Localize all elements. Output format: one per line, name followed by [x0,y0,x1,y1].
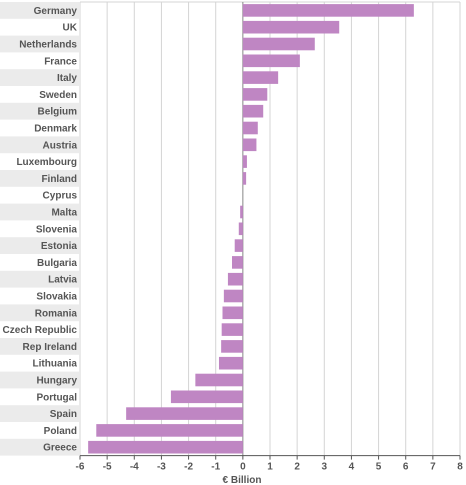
bar [238,222,243,236]
bar [170,390,243,404]
category-label: Lithuania [33,359,78,370]
x-tick-label: 5 [376,462,382,473]
category-label: Belgium [38,107,78,118]
category-label: France [44,56,77,67]
x-tick-label: 4 [349,462,355,473]
bar [232,256,243,269]
category-label: Austria [43,140,78,151]
bars [88,4,414,454]
x-tick-label: -4 [130,462,139,473]
label-band [0,237,79,254]
bar [234,239,243,252]
bar [242,54,300,68]
x-tick-label: 1 [267,462,273,473]
x-tick-label: 3 [322,462,328,473]
bar [242,121,258,135]
label-band [0,405,79,422]
category-label: Czech Republic [3,325,78,336]
category-label: Latvia [48,275,77,286]
category-label: Sweden [39,90,77,101]
category-label: Cyprus [43,191,78,202]
label-band [0,170,79,187]
category-label: Luxembourg [16,157,77,168]
x-tick-label: 2 [294,462,300,473]
label-bands [0,2,79,456]
x-tick-label: -1 [211,462,220,473]
category-label: Poland [44,426,77,437]
bar [242,88,268,101]
category-label: Denmark [34,124,77,135]
label-band [0,270,79,288]
bar [242,138,257,152]
x-axis: -6 -5 -4 -3 -2 -1 0 1 2 3 4 5 6 7 8 [76,455,463,473]
x-tick-label: 6 [403,462,409,473]
bar [221,323,243,336]
bar [96,424,243,437]
label-band [0,2,79,19]
bar [242,71,279,84]
category-label: Italy [57,73,77,84]
gridlines [79,1,461,456]
x-tick-label: -5 [103,462,112,473]
category-label: Romania [35,308,78,319]
bar [227,272,243,286]
bar [126,407,243,420]
category-label: Bulgaria [37,258,77,269]
bar [218,356,243,370]
category-label: Germany [34,6,78,17]
category-label: Greece [43,443,77,454]
label-band [0,69,79,86]
bar [223,289,243,303]
bar [88,440,243,454]
category-label: Estonia [41,241,78,252]
category-label: Slovenia [36,224,78,235]
category-labels: Germany UK Netherlands France Italy Sweden Bel… [3,6,78,454]
bar [242,155,247,168]
label-band [0,136,79,154]
bar [242,37,315,51]
x-tick-label: -6 [76,462,85,473]
bar [242,4,414,17]
label-band [0,371,79,389]
bar [242,20,340,34]
label-band [0,338,79,355]
category-label: Slovakia [36,292,77,303]
bar [222,306,243,320]
category-label: Spain [50,409,77,420]
bar [240,205,243,219]
category-label: Hungary [36,376,77,387]
bar [221,340,243,353]
category-label: Netherlands [19,40,77,51]
label-band [0,438,79,456]
label-band [0,203,79,221]
bar [242,104,264,118]
category-label: Portugal [36,392,77,403]
category-label: Rep Ireland [23,342,77,353]
x-axis-title: € Billion [223,475,262,485]
category-label: UK [63,23,78,34]
bar [195,373,243,387]
x-tick-label: 8 [457,462,463,473]
x-tick-label: 7 [430,462,436,473]
bar [242,172,247,185]
category-label: Finland [41,174,77,185]
label-band [0,102,79,120]
x-tick-label: -2 [184,462,193,473]
x-tick-label: -3 [157,462,166,473]
label-band [0,35,79,53]
category-label: Malta [51,208,77,219]
x-tick-label: 0 [240,462,246,473]
label-band [0,304,79,322]
